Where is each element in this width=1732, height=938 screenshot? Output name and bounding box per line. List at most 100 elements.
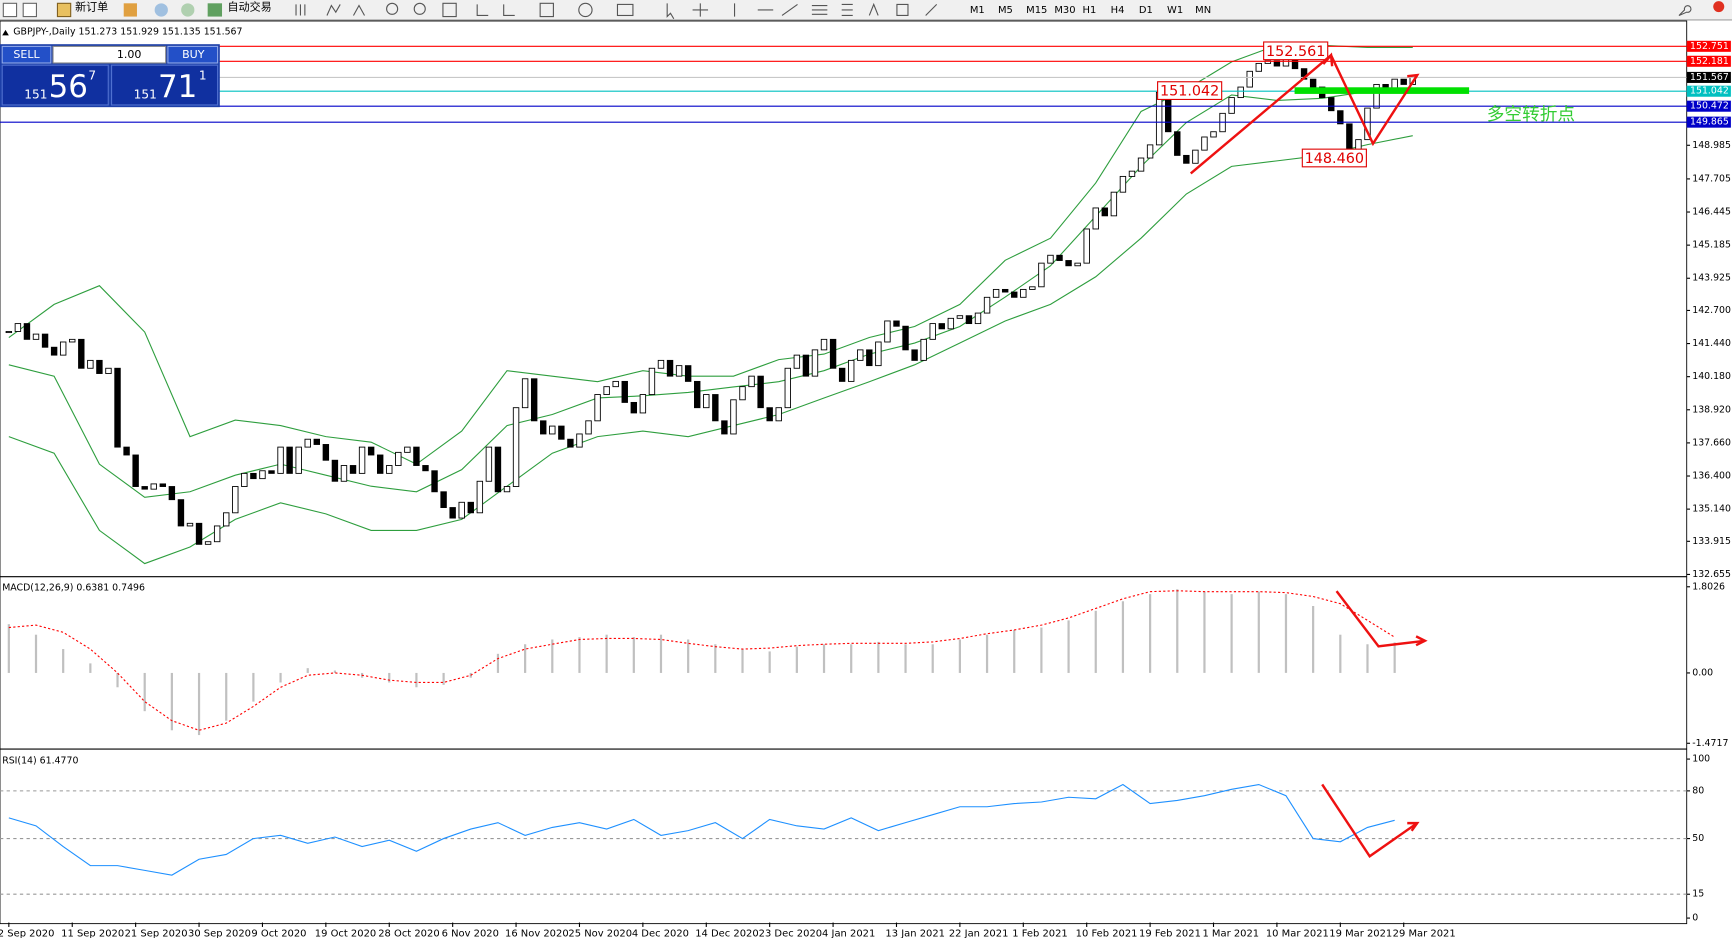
tool-icon[interactable] [352,4,365,16]
tool-icon[interactable] [476,4,515,17]
candle [458,501,465,519]
candle [114,367,121,448]
candle [159,483,167,487]
candle [1074,262,1081,267]
candle [947,317,955,330]
candle [1056,254,1063,261]
annotation-box [1263,41,1329,61]
sell-price-big: 151 [24,88,47,102]
level-label-box [1686,55,1731,67]
candle [1146,144,1154,159]
candle [386,465,393,474]
sell-label[interactable]: SELL [13,48,40,61]
annotation-box [1301,148,1367,168]
candle [395,451,402,466]
candle [485,446,493,482]
x-tick-label: 19 Feb 2021 [1139,929,1201,938]
auto-trading[interactable]: 自动交易 [228,0,272,14]
candle [1083,228,1090,264]
candle [96,359,103,374]
candle [422,465,429,472]
tool-icon[interactable] [413,2,426,15]
candle [295,446,302,474]
y-tick-label: 132.655 [1692,569,1731,580]
y-tick-label: 133.915 [1692,536,1731,547]
candle [50,346,58,356]
tool-icon[interactable] [539,2,554,18]
timeframe-button[interactable]: M15 [1026,5,1047,16]
x-tick-label: 29 Mar 2021 [1393,929,1456,938]
auto-trading-icon[interactable] [207,3,223,17]
buy-label[interactable]: BUY [182,48,205,61]
new-order-icon[interactable] [56,2,72,18]
timeframe-button[interactable]: M30 [1054,5,1075,16]
timeframe-button[interactable]: H1 [1083,5,1097,16]
candle [684,365,692,382]
tool-icon[interactable] [123,3,137,17]
arrow-head [1415,635,1428,647]
tool-icon[interactable] [442,2,457,18]
level-label: 151.567 [1690,72,1729,83]
candle [992,288,1000,298]
tool-icon[interactable] [666,2,938,20]
x-tick-label: 9 Oct 2020 [251,929,306,938]
candle [594,394,601,422]
candle [349,465,357,474]
high-annotation: 152.561 [1266,44,1325,60]
tool-icon[interactable] [2,2,18,18]
tool-icon[interactable] [326,4,341,16]
candle [250,472,257,480]
tool-icon[interactable] [578,2,593,18]
timeframe-button[interactable]: H4 [1111,5,1125,16]
timeframe-button[interactable]: D1 [1139,5,1153,16]
x-tick-label: 4 Jan 2021 [822,929,875,938]
level-label-box [1686,71,1731,83]
panel-title: MACD(12,26,9) 0.6381 0.7496 [2,582,145,593]
candle [431,470,438,493]
candle [748,375,755,388]
candle [503,486,511,493]
notification-badge[interactable] [1713,1,1725,13]
new-order[interactable]: 新订单 [75,0,108,14]
tool-icon[interactable] [295,4,306,16]
search-icon[interactable] [1678,5,1692,16]
sell-button[interactable] [1,45,52,64]
buy-price-box[interactable] [111,64,219,106]
level-label-box [1686,85,1731,97]
candle [703,394,710,409]
candle [974,312,982,325]
candle [793,354,801,369]
timeframe-button[interactable]: W1 [1167,5,1183,16]
tool-icon[interactable] [181,3,195,17]
lot-input[interactable] [52,45,167,64]
candle [1029,286,1036,290]
panel-title: RSI(14) 61.4770 [2,756,78,767]
lot-value[interactable]: 1.00 [117,48,142,61]
candle [956,315,964,319]
candle [1001,288,1009,293]
x-tick-label: 23 Dec 2020 [759,929,822,938]
timeframe-button[interactable]: M1 [970,5,985,16]
candle [1210,131,1217,138]
y-tick-label: 15 [1692,889,1704,900]
tool-icon[interactable] [22,2,38,18]
tool-icon[interactable] [616,3,634,17]
buy-button[interactable] [167,45,219,64]
buy-price-pips: 71 [158,69,197,105]
candle [59,341,67,356]
timeframe-button[interactable]: MN [1195,5,1211,16]
candle [820,338,828,351]
tool-icon[interactable] [154,3,168,17]
candle [277,446,284,474]
timeframe-button[interactable]: M5 [998,5,1013,16]
y-tick-label: 100 [1692,754,1710,765]
y-tick-label: 146.445 [1692,207,1731,218]
y-tick-label: 1.8026 [1692,581,1725,592]
sell-price-box[interactable] [1,64,109,106]
x-tick-label: 13 Jan 2021 [885,929,945,938]
tool-icon[interactable] [386,2,399,15]
candle [911,349,918,361]
annotation-box [1157,81,1223,100]
y-tick-label: 140.180 [1692,371,1731,382]
